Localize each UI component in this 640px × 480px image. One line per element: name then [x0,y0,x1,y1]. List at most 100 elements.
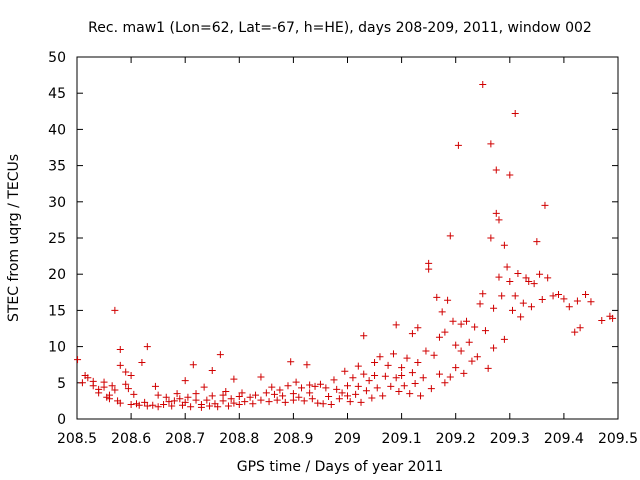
data-point [298,384,306,392]
data-point [130,390,138,398]
data-point [300,397,308,405]
data-point [406,390,414,398]
data-point [371,359,379,367]
data-point [249,400,257,408]
data-point [506,277,514,285]
data-point [452,364,460,372]
data-point [189,361,197,369]
data-point [446,232,454,240]
x-tick-label: 209.1 [382,431,422,447]
data-point [536,270,544,278]
y-axis-label: STEC from uqrg / TECUs [6,154,22,322]
x-axis-label: GPS time / Days of year 2011 [237,459,444,475]
data-point [500,335,508,343]
data-point [565,303,573,311]
x-tick-label: 208.8 [219,431,259,447]
y-tick-label: 35 [48,159,66,175]
data-point [465,338,473,346]
data-point [149,401,157,409]
data-point [487,140,495,148]
y-tick-label: 45 [48,86,66,102]
data-point [352,390,360,398]
data-point [279,392,287,400]
data-point [368,394,376,402]
data-point [354,382,362,390]
data-point [419,374,427,382]
data-point [454,141,462,149]
data-point [441,328,449,336]
data-point [165,398,173,406]
data-point [138,359,146,367]
data-point [471,323,479,331]
data-point [498,292,506,300]
data-point [392,374,400,382]
data-point [230,399,238,407]
data-point [270,390,278,398]
y-tick-label: 20 [48,267,66,283]
data-point [281,398,289,406]
data-point [495,273,503,281]
data-point [268,383,276,391]
data-point [316,380,324,388]
data-point [357,398,365,406]
data-point [527,303,535,311]
data-point [384,361,392,369]
data-point [208,366,216,374]
y-tick-label: 40 [48,122,66,138]
data-point [216,351,224,359]
data-point [95,389,103,397]
data-point [105,395,113,403]
data-point [538,296,546,304]
data-point [425,265,433,273]
data-point [503,263,511,271]
data-point [116,361,124,369]
data-point [481,327,489,335]
data-point [197,403,205,411]
data-point [398,364,406,372]
data-point [246,393,254,401]
data-point [376,353,384,361]
data-point [554,290,562,298]
data-point [181,377,189,385]
data-point [181,398,189,406]
data-point [517,313,525,321]
data-point [473,353,481,361]
data-point [203,396,211,404]
data-point [184,393,192,401]
data-point [408,330,416,338]
data-point [192,390,200,398]
data-point [154,391,162,399]
data-point [241,398,249,406]
data-point [168,402,176,410]
data-point [116,345,124,353]
data-point [371,372,379,380]
data-point [492,166,500,174]
data-point [122,380,130,388]
x-tick-label: 209.4 [544,431,584,447]
data-point [417,392,425,400]
data-point [289,396,297,404]
data-point [74,356,82,364]
data-point [427,385,435,393]
x-tick-label: 209.5 [598,431,638,447]
data-point [173,390,181,398]
data-point [235,401,243,409]
data-point [335,395,343,403]
data-point [227,395,235,403]
data-point [533,238,541,246]
data-point [252,391,260,399]
data-point [354,362,362,370]
data-point [487,234,495,242]
data-point [265,398,273,406]
data-point [411,380,419,388]
data-point [311,382,319,390]
data-point [230,375,238,383]
data-point [430,351,438,359]
data-point [276,386,284,394]
data-point [387,382,395,390]
axis-ticks [76,56,619,420]
data-point [457,320,465,328]
data-point [333,385,341,393]
y-tick-labels: 0 5 10 15 20 25 30 35 40 45 50 [48,50,66,428]
data-point [403,354,411,362]
